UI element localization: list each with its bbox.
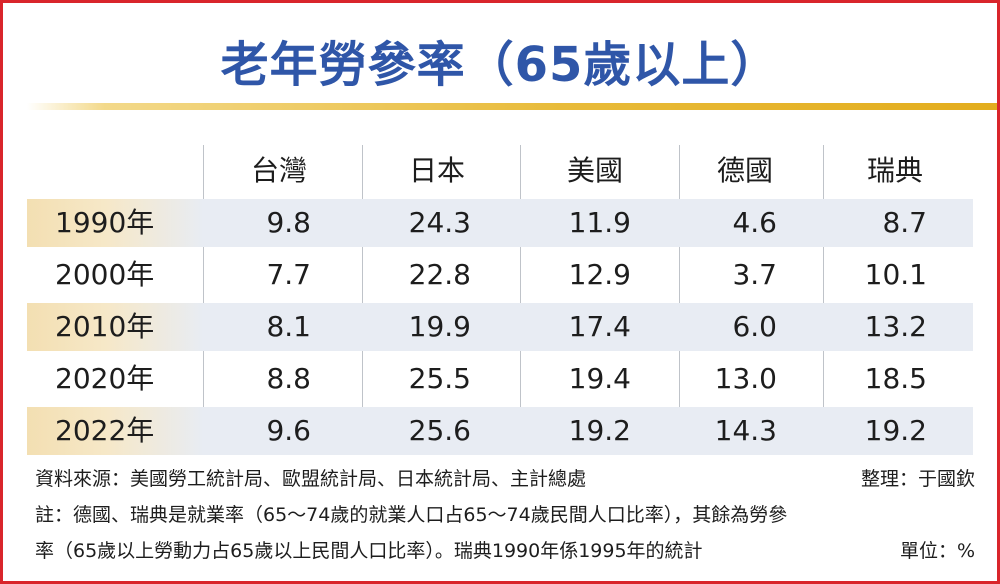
source-line: 資料來源：美國勞工統計局、歐盟統計局、日本統計局、主計總處 整理：于國欽 [35, 461, 975, 497]
note-line-1: 註：德國、瑞典是就業率（65～74歲的就業人口占65～74歲民間人口比率），其餘… [35, 497, 975, 533]
cell-value: 24.3 [408, 206, 471, 239]
footnotes: 資料來源：美國勞工統計局、歐盟統計局、日本統計局、主計總處 整理：于國欽 註：德… [35, 461, 975, 569]
cell-value: 9.6 [266, 414, 311, 447]
unit-label: 單位：% [899, 540, 975, 562]
cell-value: 22.8 [408, 258, 471, 291]
cell-value: 18.5 [864, 362, 927, 395]
cell-value: 19.4 [568, 362, 631, 395]
cell-value: 19.9 [408, 310, 471, 343]
column-divider [203, 145, 204, 452]
chart-title: 老年勞參率（65歲以上） [220, 37, 780, 93]
table-row: 2022年 9.6 25.6 19.2 14.3 19.2 [27, 407, 973, 455]
row-year: 2000年 [55, 258, 155, 291]
cell-value: 13.0 [714, 362, 777, 395]
table-row: 2010年 8.1 19.9 17.4 6.0 13.2 [27, 303, 973, 351]
cell-value: 8.1 [266, 310, 311, 343]
row-year: 2022年 [55, 414, 155, 447]
source-text: 資料來源：美國勞工統計局、歐盟統計局、日本統計局、主計總處 [35, 468, 587, 490]
cell-value: 19.2 [864, 414, 927, 447]
column-divider [362, 145, 363, 452]
cell-value: 12.9 [568, 258, 631, 291]
column-header-japan: 日本 [408, 154, 465, 187]
cell-value: 14.3 [714, 414, 777, 447]
table-header-row: 台灣 日本 美國 德國 瑞典 [27, 143, 973, 199]
cell-value: 9.8 [266, 206, 311, 239]
editor-credit: 整理：于國欽 [860, 468, 975, 490]
column-header-sweden: 瑞典 [866, 154, 923, 187]
cell-value: 8.7 [882, 206, 927, 239]
cell-value: 4.6 [732, 206, 777, 239]
column-header-usa: 美國 [566, 154, 623, 187]
cell-value: 25.5 [408, 362, 471, 395]
cell-value: 10.1 [864, 258, 927, 291]
cell-value: 6.0 [732, 310, 777, 343]
cell-value: 11.9 [568, 206, 631, 239]
cell-value: 17.4 [568, 310, 631, 343]
cell-value: 25.6 [408, 414, 471, 447]
cell-value: 3.7 [732, 258, 777, 291]
table-row: 2000年 7.7 22.8 12.9 3.7 10.1 [27, 251, 973, 299]
cell-value: 7.7 [266, 258, 311, 291]
cell-value: 13.2 [864, 310, 927, 343]
table-row: 1990年 9.8 24.3 11.9 4.6 8.7 [27, 199, 973, 247]
note-text: 註：德國、瑞典是就業率（65～74歲的就業人口占65～74歲民間人口比率），其餘… [35, 504, 788, 526]
column-divider [520, 145, 521, 452]
column-header-taiwan: 台灣 [250, 154, 307, 187]
column-divider [823, 145, 824, 452]
note-line-2: 率（65歲以上勞動力占65歲以上民間人口比率）。瑞典1990年係1995年的統計… [35, 533, 975, 569]
cell-value: 8.8 [266, 362, 311, 395]
row-year: 2010年 [55, 310, 155, 343]
column-header-germany: 德國 [716, 154, 773, 187]
column-divider [679, 145, 680, 452]
row-year: 2020年 [55, 362, 155, 395]
row-year: 1990年 [55, 206, 155, 239]
cell-value: 19.2 [568, 414, 631, 447]
title-underline [27, 103, 997, 110]
table-row: 2020年 8.8 25.5 19.4 13.0 18.5 [27, 355, 973, 403]
note-text: 率（65歲以上勞動力占65歲以上民間人口比率）。瑞典1990年係1995年的統計 [35, 540, 703, 562]
